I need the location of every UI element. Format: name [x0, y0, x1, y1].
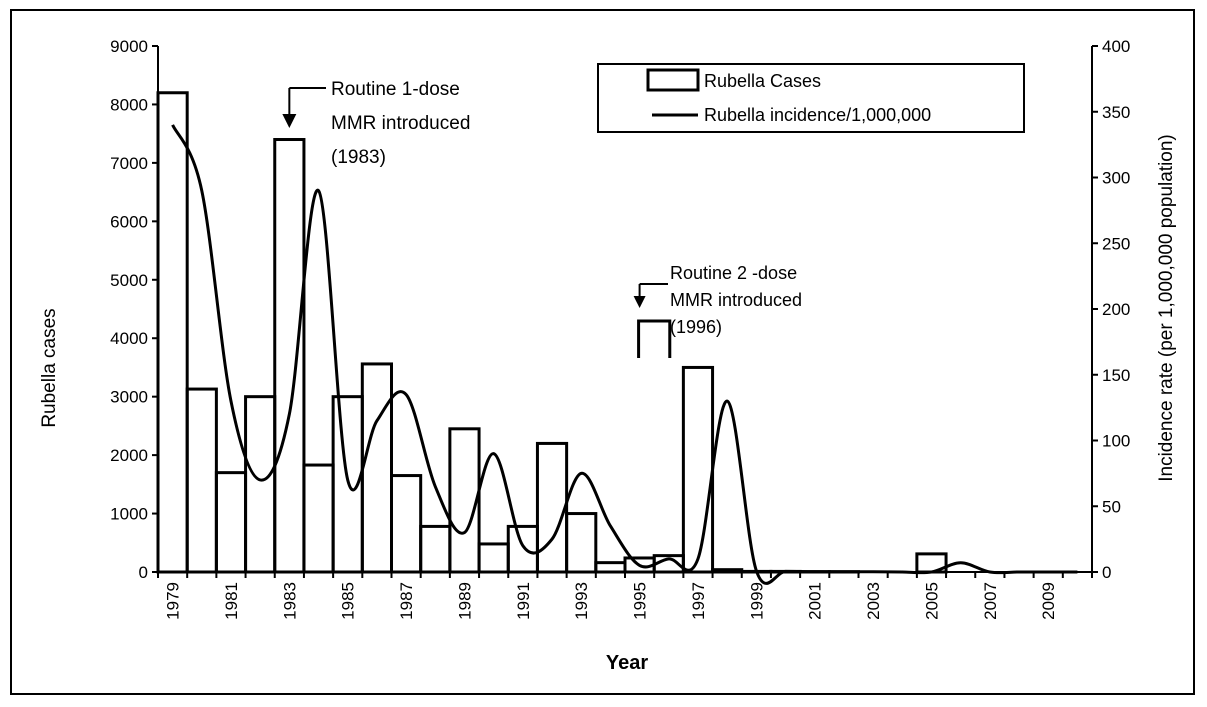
- annotation-1983-text: (1983): [331, 147, 386, 168]
- annotation-1996-text: (1996): [670, 317, 722, 337]
- y-tick-label: 1000: [110, 505, 148, 524]
- y-tick-label: 6000: [110, 212, 148, 231]
- legend-label-bars: Rubella Cases: [704, 71, 821, 91]
- x-tick-label: 1983: [280, 582, 299, 620]
- y-tick-label: 3000: [110, 388, 148, 407]
- x-tick-label: 1979: [164, 582, 183, 620]
- bar: [506, 524, 539, 574]
- legend-swatch-bars: [646, 68, 700, 92]
- x-tick-label: 1993: [572, 582, 591, 620]
- axes: 0 1000 2000 3000 4000 5000 6000 7000 8000 9000 0 50…: [110, 37, 1130, 620]
- annotation-1996-arrowhead: [633, 296, 646, 308]
- annotation-1996-text: MMR introduced: [670, 290, 802, 310]
- y-axis-title: Rubella cases: [39, 308, 60, 427]
- annotation-1983-text: Routine 1-dose: [331, 79, 460, 100]
- chart-frame: [10, 9, 1195, 695]
- bar: [594, 561, 627, 574]
- y-tick-label: 2000: [110, 446, 148, 465]
- line-series: [171, 124, 1078, 585]
- x-tick-label: 2007: [981, 582, 1000, 620]
- x-tick-label: 1985: [339, 582, 358, 620]
- x-axis-title: Year: [606, 652, 648, 674]
- y-tick-label: 8000: [110, 95, 148, 114]
- y-tick-label: 7000: [110, 154, 148, 173]
- annotations: Routine 1-dose MMR introduced (1983) Routin…: [282, 79, 802, 358]
- bar: [477, 542, 510, 574]
- legend-label-line: Rubella incidence/1,000,000: [704, 105, 931, 125]
- bar: [214, 471, 248, 574]
- bar: [156, 91, 189, 574]
- y2-tick-label: 400: [1102, 37, 1130, 56]
- y2-tick-label: 100: [1102, 432, 1130, 451]
- bar: [273, 138, 306, 574]
- legend: Rubella Cases Rubella incidence/1,000,00…: [597, 63, 1025, 133]
- bar: [448, 427, 481, 574]
- bar: [535, 441, 569, 574]
- bar: [360, 362, 393, 574]
- bar: [390, 474, 423, 574]
- y2-tick-label: 250: [1102, 234, 1130, 253]
- y-tick-label: 9000: [110, 37, 148, 56]
- y-tick-label: 5000: [110, 271, 148, 290]
- y2-tick-label: 350: [1102, 103, 1130, 122]
- y-tick-label: 4000: [110, 329, 148, 348]
- bar: [711, 568, 744, 574]
- y2-tick-label: 300: [1102, 169, 1130, 188]
- bar: [681, 365, 715, 574]
- x-tick-label: 1995: [631, 582, 650, 620]
- annotation-1996-bracket: [637, 319, 672, 358]
- y2-tick-label: 150: [1102, 366, 1130, 385]
- y2-tick-label: 0: [1102, 563, 1111, 582]
- bar: [565, 512, 598, 574]
- x-tick-label: 2009: [1039, 582, 1058, 620]
- x-tick-label: 2003: [864, 582, 883, 620]
- x-tick-label: 1989: [455, 582, 474, 620]
- x-tick-label: 1981: [222, 582, 241, 620]
- annotation-1983-arrowhead: [282, 114, 297, 128]
- annotation-1983-text: MMR introduced: [331, 113, 470, 134]
- bar: [302, 463, 335, 574]
- bar: [419, 524, 452, 574]
- bar: [185, 387, 218, 574]
- incidence-line: [171, 124, 1078, 585]
- y2-axis-title: Incidence rate (per 1,000,000 population…: [1156, 134, 1177, 482]
- x-tick-label: 1991: [514, 582, 533, 620]
- annotation-1996-text: Routine 2 -dose: [670, 263, 797, 283]
- x-tick-label: 2005: [922, 582, 941, 620]
- y2-tick-label: 50: [1102, 497, 1121, 516]
- x-tick-label: 1997: [689, 582, 708, 620]
- y2-tick-label: 200: [1102, 300, 1130, 319]
- y-tick-label: 0: [139, 563, 148, 582]
- bar-series: [156, 91, 948, 574]
- bar: [244, 395, 277, 574]
- x-tick-label: 1999: [747, 582, 766, 620]
- x-tick-label: 2001: [806, 582, 825, 620]
- x-tick-label: 1987: [397, 582, 416, 620]
